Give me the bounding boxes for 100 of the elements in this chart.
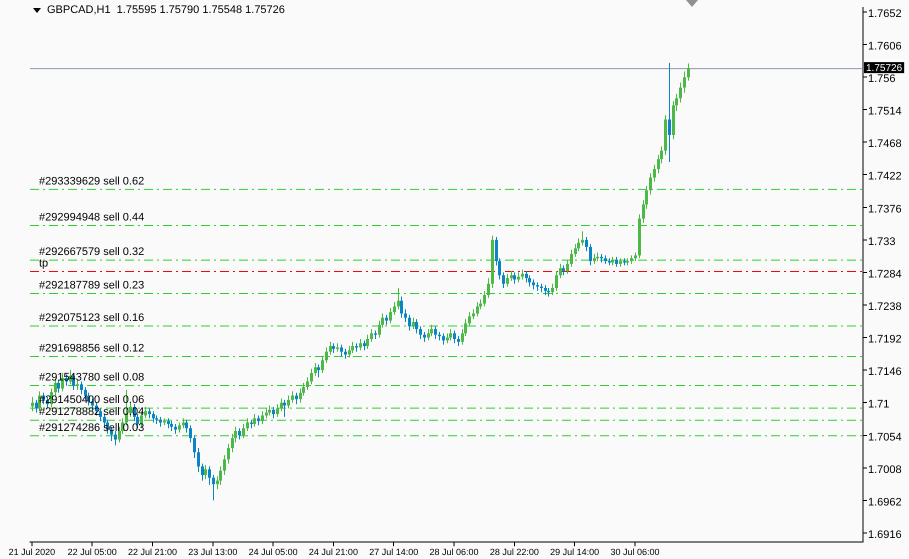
candlestick [506,273,509,288]
candlestick [544,284,547,296]
y-tick-label: 1.7192 [868,334,902,346]
candlestick [393,302,396,316]
x-tick-label: 23 Jul 13:00 [188,547,238,558]
y-tick-label: 1.7284 [868,268,902,280]
x-tick-label: 24 Jul 05:00 [248,547,298,558]
y-tick-label: 1.7514 [868,106,902,118]
candlestick [468,312,471,327]
candlestick [57,380,60,394]
y-tick-label: 1.7468 [868,138,902,150]
x-tick-label: 22 Jul 21:00 [128,547,178,558]
candlestick [197,448,200,473]
candlestick [185,419,188,433]
x-tick-label: 30 Jul 06:00 [610,547,660,558]
candlestick [291,390,294,404]
candlestick [332,342,335,354]
candlestick [310,368,313,385]
candlestick [329,341,332,356]
candlestick [562,264,565,276]
candlestick [178,422,181,433]
candlestick [223,454,226,476]
y-tick-label: 1.7376 [868,203,902,216]
candlestick [476,302,479,317]
candlestick [427,328,430,341]
x-tick-label: 24 Jul 21:00 [308,547,358,558]
x-tick-label: 28 Jul 22:00 [490,547,539,558]
candlestick [513,272,516,284]
candlestick [306,376,309,390]
candlestick [193,434,196,458]
candlestick [525,270,528,283]
candlestick [389,307,392,324]
candlestick [412,317,415,330]
x-tick-label: 22 Jul 05:00 [68,547,117,558]
candlestick [408,314,411,331]
candlestick [167,418,170,429]
candlestick [446,332,449,344]
candlestick [148,408,151,419]
candlestick [114,430,117,446]
candlestick [566,259,569,274]
candlestick [227,443,230,464]
candlestick [31,396,34,412]
y-tick-label: 1.6962 [868,496,902,508]
candlestick [238,428,241,440]
candlestick [404,308,407,322]
candlestick [80,380,83,395]
ref-line-label: #293339629 sell 0.62 [39,175,144,188]
candlestick [555,270,558,292]
candlestick [261,410,264,424]
candlestick [653,164,656,182]
candlestick [212,474,215,501]
candlestick [453,330,456,344]
candlestick [280,398,283,412]
candlestick [144,406,147,419]
candlestick [363,340,366,351]
candlestick [265,408,268,419]
candlestick [502,272,505,288]
candlestick [397,288,400,310]
candlestick [419,326,422,340]
y-tick-label: 1.7238 [868,301,902,314]
candlestick [551,283,554,296]
ref-line-label: #292994948 sell 0.44 [39,212,144,224]
x-tick-label: 28 Jul 06:00 [430,547,479,558]
candlestick [242,423,245,439]
candlestick [283,399,286,418]
ref-line-label: #291698856 sell 0.12 [39,342,144,355]
candlestick [272,406,275,419]
candlestick [668,62,671,162]
candlestick [348,346,351,358]
chart-title: GBPCAD,H1 1.75595 1.75790 1.75548 1.75726 [47,4,285,16]
candlestick [683,70,686,94]
candlestick [559,263,562,279]
candlestick [359,338,362,351]
candlestick [472,308,475,320]
candlestick [208,466,211,486]
candlestick [219,466,222,486]
candlestick [314,362,317,376]
candlestick [295,392,298,405]
candlestick [340,344,343,356]
y-tick-label: 1.7652 [868,8,902,20]
ref-line-label: #292667579 sell 0.32 [39,246,144,258]
candlestick [253,414,256,428]
candlestick [201,463,204,482]
candlestick [189,424,192,443]
candlestick [35,399,38,414]
candlestick [487,278,490,298]
candlestick [430,324,433,337]
candlestick [366,334,369,350]
candlestick [400,296,403,318]
y-tick-label: 1.7146 [868,366,902,378]
candlestick [457,336,460,347]
candlestick [182,418,185,429]
candlestick [170,420,173,432]
candlestick [434,326,437,340]
candlestick [246,418,249,432]
candlestick [528,274,531,288]
candlestick [423,331,426,342]
y-tick-label: 1.733 [868,236,896,248]
candlestick [615,256,618,268]
candlestick [370,328,373,342]
